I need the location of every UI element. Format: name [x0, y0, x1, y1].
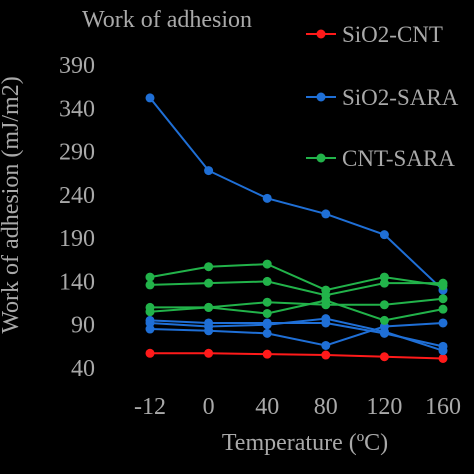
x-tick-label: 120 [366, 394, 402, 420]
legend-label: SiO2-CNT [342, 22, 443, 47]
x-axis-ticks: -12 0 40 80 120 160 [134, 394, 461, 420]
series-layer [145, 93, 448, 363]
data-point [204, 278, 214, 288]
data-point [262, 276, 272, 286]
data-point [379, 278, 389, 288]
data-point [438, 341, 448, 351]
data-point [321, 209, 331, 219]
data-point [321, 340, 331, 350]
series-9 [145, 295, 448, 325]
data-point [379, 230, 389, 240]
y-tick-label: 340 [59, 96, 95, 122]
data-point [204, 326, 214, 336]
legend-marker [316, 153, 326, 163]
y-tick-label: 90 [71, 313, 95, 339]
data-point [379, 300, 389, 310]
data-point [321, 318, 331, 328]
data-point [438, 294, 448, 304]
data-point [204, 262, 214, 272]
data-point [145, 324, 155, 334]
data-point [262, 308, 272, 318]
x-tick-label: 160 [425, 394, 461, 420]
data-point [145, 93, 155, 103]
data-point [438, 318, 448, 328]
legend-label: CNT-SARA [342, 146, 455, 171]
series-line [149, 299, 444, 322]
data-point [262, 318, 272, 328]
legend-entry: SiO2-CNT [306, 22, 443, 47]
series-line [149, 280, 443, 297]
series-line [149, 97, 444, 291]
series-7 [145, 276, 448, 300]
x-tick-label: 80 [314, 394, 338, 420]
data-point [204, 166, 214, 176]
chart-title: Work of adhesion [82, 7, 252, 33]
series-line [149, 321, 444, 347]
data-point [321, 350, 331, 360]
y-tick-label: 190 [59, 226, 95, 252]
data-point [262, 328, 272, 338]
x-tick-label: 40 [255, 394, 279, 420]
data-point [145, 307, 155, 317]
data-point [379, 328, 389, 338]
data-point [204, 302, 214, 312]
x-tick-label: 0 [203, 394, 215, 420]
legend: SiO2-CNT SiO2-SARA CNT-SARA [306, 22, 459, 171]
legend-entry: CNT-SARA [306, 146, 455, 171]
y-tick-label: 40 [71, 356, 95, 382]
series-3 [145, 314, 448, 356]
data-point [204, 318, 214, 328]
data-point [204, 348, 214, 358]
legend-marker [316, 29, 326, 39]
data-point [438, 278, 448, 288]
data-point [262, 349, 272, 359]
x-axis-label: Temperature (ºC) [222, 430, 388, 456]
series-1 [145, 348, 448, 363]
series-2 [145, 93, 448, 295]
series-5 [145, 315, 448, 351]
series-line [149, 263, 444, 292]
y-tick-label: 140 [59, 269, 95, 295]
legend-marker [316, 92, 326, 102]
y-axis-label: Work of adhesion (mJ/m2) [0, 76, 24, 333]
y-tick-label: 390 [59, 53, 95, 79]
y-axis-ticks: 390 340 290 240 190 140 90 40 [59, 53, 95, 382]
data-point [145, 348, 155, 358]
data-point [262, 193, 272, 203]
data-point [145, 315, 155, 325]
series-line [150, 352, 444, 360]
data-point [379, 315, 389, 325]
series-line [149, 319, 444, 348]
data-point [145, 272, 155, 282]
data-point [321, 295, 331, 305]
x-tick-label: -12 [134, 394, 166, 420]
data-point [262, 297, 272, 307]
data-point [262, 259, 272, 269]
y-tick-label: 240 [59, 183, 95, 209]
legend-label: SiO2-SARA [342, 85, 459, 110]
data-point [379, 352, 389, 362]
legend-entry: SiO2-SARA [306, 85, 459, 110]
data-point [145, 280, 155, 290]
data-point [438, 353, 448, 363]
y-tick-label: 290 [59, 140, 95, 166]
series-4 [145, 318, 448, 350]
data-point [438, 304, 448, 314]
